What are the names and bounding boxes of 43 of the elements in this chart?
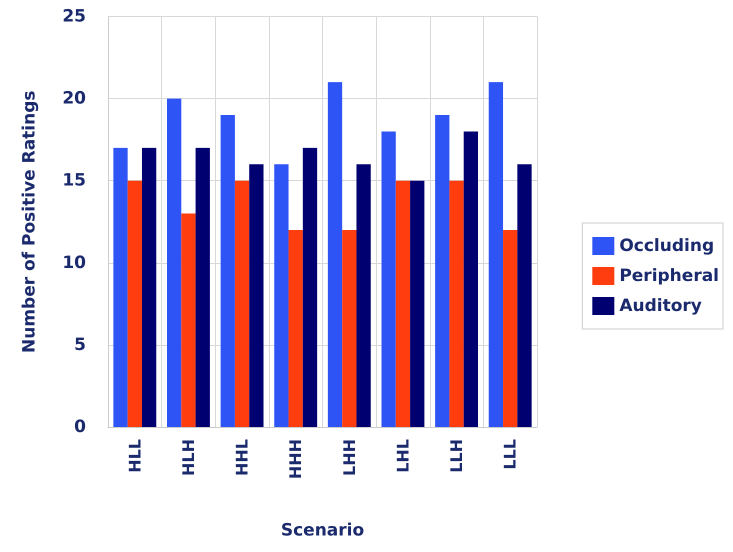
- bar: [288, 230, 303, 427]
- legend-label: Occluding: [619, 236, 714, 256]
- bar: [181, 214, 196, 427]
- y-tick-label: 15: [62, 170, 86, 191]
- bar: [503, 230, 518, 427]
- bar: [381, 131, 396, 427]
- x-tick-label: HLH: [178, 439, 198, 476]
- legend-label: Peripheral: [619, 266, 720, 286]
- bar: [449, 180, 464, 427]
- bar: [234, 180, 250, 427]
- bar: [166, 98, 182, 427]
- bar: [274, 164, 289, 427]
- bar: [342, 230, 356, 427]
- bar: [435, 115, 450, 427]
- bar: [356, 164, 371, 427]
- legend-label: Auditory: [619, 296, 702, 316]
- x-tick-label: HHL: [232, 439, 252, 476]
- bar: [410, 180, 424, 427]
- bar: [142, 148, 156, 427]
- bar: [517, 164, 532, 427]
- x-tick-label: LLH: [447, 439, 466, 473]
- y-tick-label: 10: [62, 252, 86, 273]
- x-tick-label: LHH: [340, 439, 359, 476]
- bar: [488, 82, 504, 427]
- x-axis-title: Scenario: [280, 520, 364, 540]
- y-tick-label: 0: [74, 417, 86, 437]
- x-tick-label: HLL: [125, 439, 144, 473]
- bar: [128, 180, 142, 427]
- bar: [396, 180, 410, 427]
- y-tick-label: 25: [62, 6, 86, 26]
- bar: [113, 148, 128, 427]
- y-tick-label: 20: [62, 88, 86, 109]
- bar: [249, 164, 264, 427]
- x-tick-label: LHL: [393, 439, 412, 473]
- x-tick-label: LLL: [500, 439, 520, 470]
- y-axis-title: Number of Positive Ratings: [20, 90, 40, 354]
- y-tick-label: 5: [74, 334, 86, 355]
- bar: [220, 115, 235, 427]
- bar: [302, 148, 318, 427]
- x-tick-label: HHH: [286, 439, 306, 480]
- bar: [328, 82, 342, 427]
- bar: [196, 148, 210, 427]
- bar: [464, 131, 478, 427]
